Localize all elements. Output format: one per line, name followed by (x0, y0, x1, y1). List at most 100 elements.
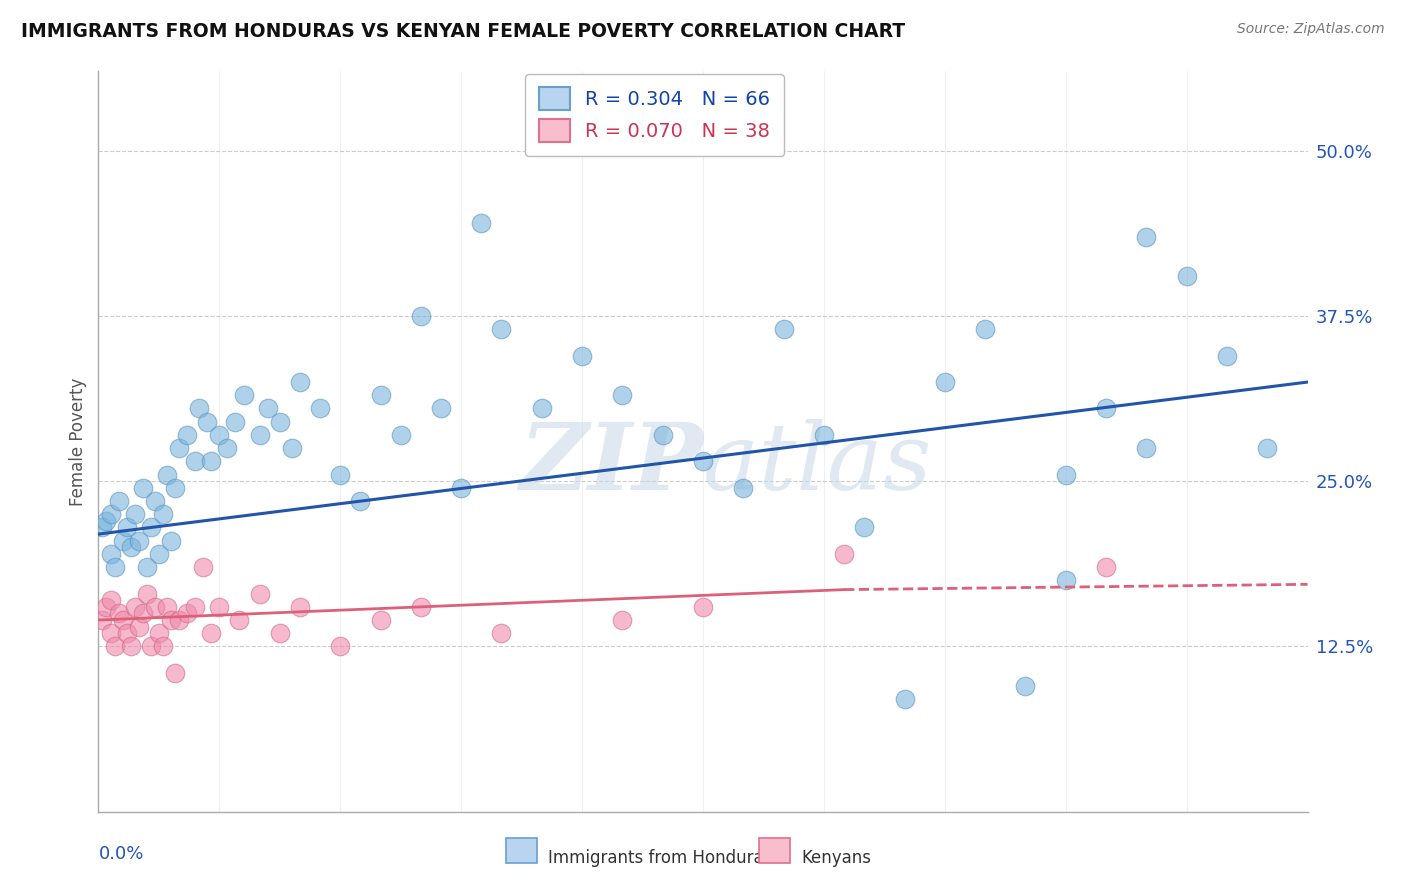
Point (470, 216, 492, 230)
Point (156, 599, 179, 614)
Point (370, 613, 392, 627)
Point (224, 415, 246, 429)
Point (281, 441, 304, 455)
Point (1014, 679, 1036, 693)
Point (288, 375, 311, 389)
Point (148, 626, 170, 640)
Point (430, 401, 453, 416)
Point (200, 626, 222, 640)
Y-axis label: Female Poverty: Female Poverty (69, 377, 87, 506)
Point (329, 640, 352, 654)
Point (100, 593, 122, 607)
Point (163, 481, 186, 495)
Point (409, 599, 432, 614)
Point (188, 401, 211, 416)
Point (160, 533, 183, 548)
Point (288, 599, 311, 614)
Point (256, 401, 278, 416)
Text: Kenyans: Kenyans (801, 849, 872, 867)
Point (100, 626, 122, 640)
Text: 0.0%: 0.0% (98, 845, 143, 863)
Point (772, 322, 794, 336)
Point (195, 415, 218, 429)
Point (1175, 269, 1198, 284)
Point (124, 508, 146, 522)
Point (103, 640, 125, 654)
Point (111, 613, 134, 627)
Point (269, 626, 291, 640)
Point (91, 613, 114, 627)
Point (160, 613, 183, 627)
Point (193, 560, 215, 574)
Point (167, 613, 190, 627)
Point (571, 349, 593, 363)
Text: ZIP: ZIP (519, 418, 703, 508)
Point (1256, 441, 1278, 455)
Point (612, 613, 634, 627)
Point (1135, 441, 1157, 455)
Point (491, 626, 513, 640)
Point (139, 520, 162, 534)
Point (491, 322, 513, 336)
Point (120, 541, 142, 555)
Point (135, 560, 157, 574)
Point (309, 401, 332, 416)
Point (208, 599, 231, 614)
Point (91, 520, 114, 534)
Point (148, 547, 170, 561)
Point (107, 494, 129, 508)
Point (530, 401, 553, 416)
Legend: R = 0.304   N = 66, R = 0.070   N = 38: R = 0.304 N = 66, R = 0.070 N = 38 (526, 74, 785, 155)
Point (1095, 401, 1118, 416)
Point (934, 375, 956, 389)
Point (128, 619, 150, 633)
Point (115, 626, 138, 640)
Point (1135, 229, 1157, 244)
Point (1054, 574, 1077, 588)
Point (1216, 349, 1239, 363)
Point (249, 586, 271, 600)
Point (176, 607, 198, 621)
Point (370, 388, 392, 402)
Point (200, 454, 222, 468)
Point (132, 607, 155, 621)
Point (228, 613, 250, 627)
Point (813, 428, 835, 442)
Point (152, 640, 174, 654)
Point (184, 454, 207, 468)
Point (135, 586, 157, 600)
Point (249, 428, 271, 442)
Point (111, 533, 134, 548)
Point (156, 467, 179, 482)
Point (176, 428, 198, 442)
Point (692, 454, 714, 468)
Point (269, 415, 291, 429)
Point (128, 533, 150, 548)
Point (132, 481, 155, 495)
Text: Immigrants from Honduras: Immigrants from Honduras (548, 849, 773, 867)
Point (853, 520, 876, 534)
Point (651, 428, 673, 442)
Point (167, 441, 190, 455)
Point (100, 547, 122, 561)
Point (1095, 560, 1118, 574)
Point (139, 640, 162, 654)
Point (974, 322, 997, 336)
Point (612, 388, 634, 402)
Point (733, 481, 755, 495)
Point (120, 640, 142, 654)
Point (832, 547, 855, 561)
Point (103, 560, 125, 574)
Point (1054, 467, 1077, 482)
Point (450, 481, 472, 495)
Point (329, 467, 352, 482)
Point (163, 665, 186, 680)
Text: IMMIGRANTS FROM HONDURAS VS KENYAN FEMALE POVERTY CORRELATION CHART: IMMIGRANTS FROM HONDURAS VS KENYAN FEMAL… (21, 22, 905, 41)
Point (124, 599, 146, 614)
Point (217, 441, 239, 455)
Point (143, 599, 166, 614)
Point (893, 692, 915, 706)
Point (115, 520, 138, 534)
Point (107, 607, 129, 621)
Point (389, 428, 412, 442)
